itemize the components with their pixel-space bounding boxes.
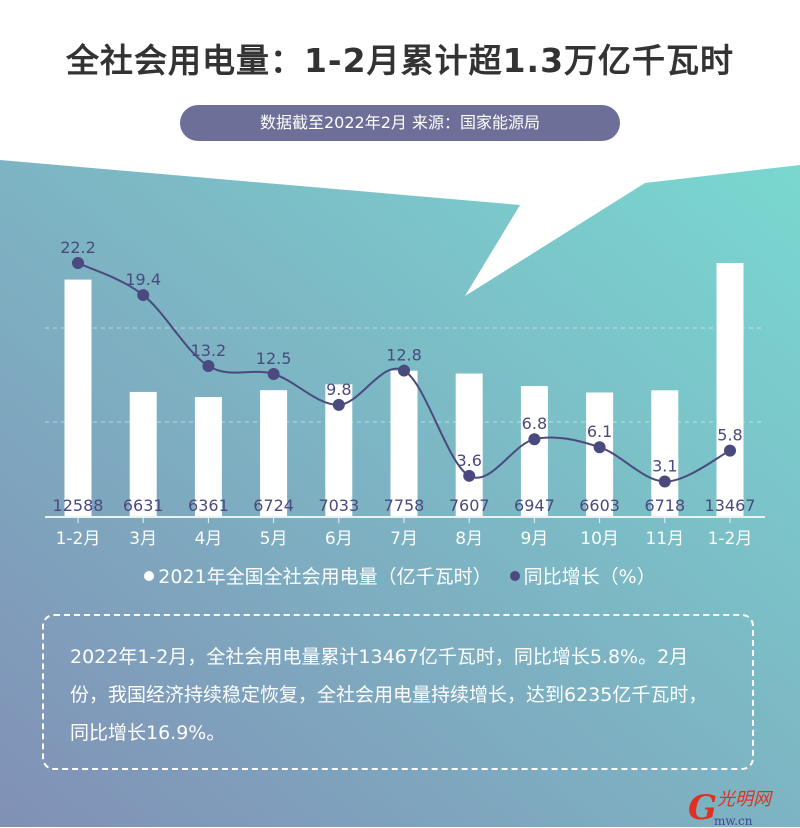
x-tick-label: 3月 <box>129 529 157 549</box>
bar <box>651 390 679 517</box>
bar <box>390 370 418 517</box>
growth-label: 22.2 <box>60 238 96 257</box>
legend-bar-swatch <box>144 571 155 581</box>
x-tick-label: 9月 <box>520 529 548 549</box>
growth-point <box>658 475 671 488</box>
bar-label: 6724 <box>253 496 294 515</box>
bar-label: 13467 <box>705 496 756 515</box>
bar <box>586 392 614 517</box>
bar-label: 7758 <box>384 496 425 515</box>
legend-bar-label: 2021年全国全社会用电量（亿千瓦时） <box>158 566 492 588</box>
gmw-logo: G光明网 mw.cn <box>688 788 772 828</box>
bar <box>260 390 288 517</box>
growth-label: 13.2 <box>191 341 227 360</box>
growth-point <box>593 441 606 454</box>
growth-label: 12.8 <box>386 346 422 365</box>
bar-label: 7033 <box>318 496 359 515</box>
bar-label: 6631 <box>123 496 164 515</box>
growth-point <box>202 359 215 372</box>
bar <box>455 373 483 517</box>
growth-label: 19.4 <box>125 270 161 289</box>
growth-label: 9.8 <box>326 380 351 399</box>
x-tick-label: 10月 <box>580 529 619 549</box>
page-title: 全社会用电量：1-2月累计超1.3万亿千瓦时 <box>65 41 735 80</box>
legend: 2021年全国全社会用电量（亿千瓦时） 同比增长（%） <box>0 562 800 589</box>
bar-label: 7607 <box>449 496 490 515</box>
growth-point <box>137 289 150 302</box>
growth-point <box>463 469 476 482</box>
growth-label: 6.1 <box>587 422 612 441</box>
growth-point <box>724 444 736 457</box>
x-tick-label: 1-2月 <box>708 529 753 549</box>
bar-label: 12588 <box>53 496 104 515</box>
growth-point <box>267 368 280 380</box>
bar <box>64 279 92 517</box>
growth-point <box>528 433 541 446</box>
bar-label: 6361 <box>188 496 229 515</box>
legend-bar: 2021年全国全社会用电量（亿千瓦时） <box>144 566 492 588</box>
bar-label: 6718 <box>644 496 685 515</box>
growth-label: 12.5 <box>256 349 292 368</box>
x-tick-label: 8月 <box>455 529 483 549</box>
legend-line: 同比增长（%） <box>509 566 656 588</box>
x-tick-label: 5月 <box>260 529 288 549</box>
growth-label: 3.1 <box>652 457 677 476</box>
bar-label: 6947 <box>514 496 555 515</box>
bar <box>129 391 157 517</box>
bar <box>194 397 222 517</box>
legend-line-swatch <box>509 571 520 581</box>
bar-label: 6603 <box>579 496 620 515</box>
x-tick-label: 7月 <box>390 529 418 549</box>
bar <box>520 385 548 517</box>
x-tick-label: 6月 <box>325 529 353 549</box>
growth-point <box>72 257 84 270</box>
growth-point <box>332 398 345 411</box>
x-tick-label: 4月 <box>194 529 222 549</box>
bar <box>716 263 744 517</box>
legend-line-label: 同比增长（%） <box>523 566 656 588</box>
x-tick-label: 11月 <box>645 529 684 549</box>
growth-label: 3.6 <box>456 451 481 470</box>
growth-point <box>398 364 410 377</box>
growth-label: 5.8 <box>717 426 742 445</box>
growth-label: 6.8 <box>522 414 547 433</box>
chart: 22.2 12588 1-2月 19.4 6631 3月 13.2 6361 4月 12.5 672… <box>45 238 765 549</box>
source-badge: 数据截至2022年2月 来源：国家能源局 <box>180 105 620 141</box>
summary-note: 2022年1-2月，全社会用电量累计13467亿千瓦时，同比增长5.8%。2月份… <box>42 614 754 770</box>
x-tick-label: 1-2月 <box>56 529 101 549</box>
